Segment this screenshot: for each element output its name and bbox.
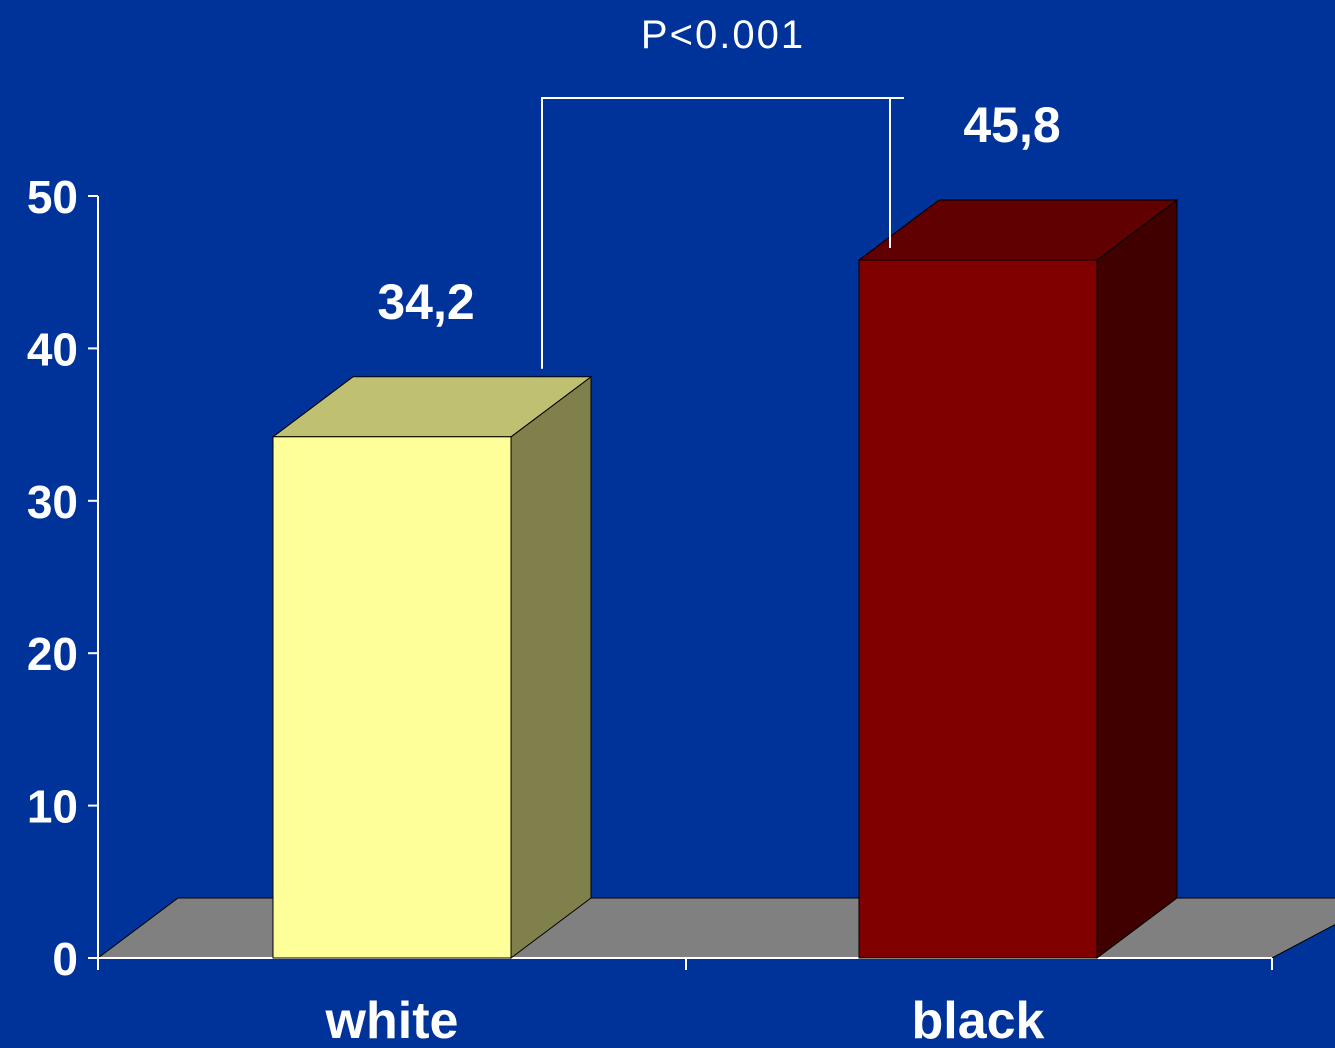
y-tick-label: 0 [52,933,78,985]
data-label-white: 34,2 [377,274,474,330]
bar-side-face [510,375,592,959]
y-tick-label: 50 [27,171,78,223]
data-label-black: 45,8 [963,97,1060,153]
bar-front-face [858,259,1098,959]
bar-white [271,375,593,959]
category-label-white: white [325,992,459,1043]
y-tick-label: 30 [27,476,78,528]
bar-black [857,199,1179,959]
significance-bracket [541,97,904,369]
y-tick-label: 20 [27,628,78,680]
y-tick-label: 40 [27,323,78,375]
bar-side-face [1096,199,1178,959]
bar-front-face [272,436,512,959]
y-tick-label: 10 [27,781,78,833]
p-value-label: P<0.001 [641,13,805,57]
category-label-black: black [912,992,1045,1043]
